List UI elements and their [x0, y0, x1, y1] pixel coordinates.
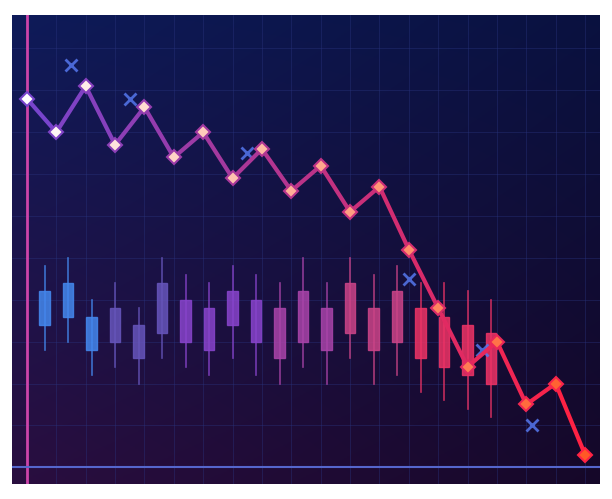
- Bar: [274, 308, 285, 358]
- Bar: [204, 308, 214, 350]
- Bar: [486, 333, 496, 384]
- Bar: [462, 325, 473, 375]
- Bar: [368, 308, 379, 350]
- Bar: [298, 291, 308, 342]
- Bar: [321, 308, 332, 350]
- Bar: [133, 325, 144, 358]
- Bar: [63, 283, 73, 316]
- Bar: [416, 308, 426, 358]
- Bar: [39, 291, 50, 325]
- Bar: [181, 300, 191, 342]
- Bar: [392, 291, 402, 342]
- Bar: [86, 316, 97, 350]
- Bar: [439, 316, 449, 367]
- Bar: [345, 283, 356, 333]
- Bar: [251, 300, 261, 342]
- Bar: [227, 291, 238, 325]
- Bar: [157, 283, 167, 333]
- Bar: [110, 308, 121, 342]
